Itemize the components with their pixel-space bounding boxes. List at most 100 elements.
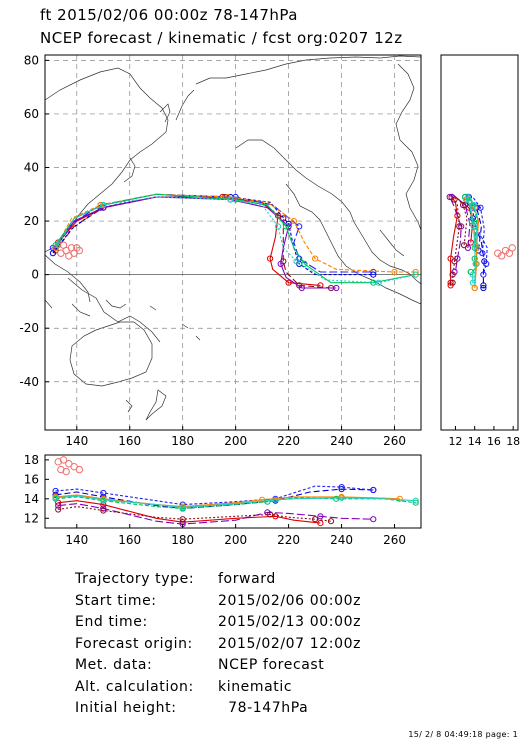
trajectory-marker bbox=[370, 486, 377, 494]
x-tick-label: 14 bbox=[468, 435, 482, 448]
start-marker bbox=[62, 467, 70, 476]
coastline-segment bbox=[71, 303, 91, 317]
trajectory-marker bbox=[327, 518, 335, 525]
info-label: Trajectory type: bbox=[75, 571, 195, 587]
x-tick-label: 180 bbox=[171, 434, 194, 448]
trajectory-line bbox=[58, 503, 374, 525]
info-label: Start time: bbox=[75, 592, 157, 609]
trajectory-marker bbox=[456, 223, 463, 230]
trajectory-marker bbox=[461, 242, 468, 249]
trajectory-marker bbox=[333, 284, 340, 292]
y-tick-label: 18 bbox=[24, 453, 39, 467]
trajectory-marker bbox=[274, 223, 282, 230]
x-tick-label: 240 bbox=[330, 533, 353, 547]
y-tick-label: -40 bbox=[19, 375, 39, 389]
height-panel: 140 160 180 200 220 240 260 12 14 16 18 bbox=[24, 453, 422, 547]
trajectory-marker bbox=[446, 193, 453, 201]
coastline-segment bbox=[45, 299, 53, 309]
coastline-segment bbox=[45, 67, 169, 253]
coastline-segment bbox=[67, 277, 161, 343]
trajectory-marker bbox=[179, 504, 186, 511]
start-marker bbox=[75, 465, 84, 474]
start-marker bbox=[75, 246, 84, 255]
trajectory-marker bbox=[469, 271, 476, 278]
trajectory-line bbox=[57, 196, 416, 284]
side-frame bbox=[440, 54, 519, 431]
coastline-segment bbox=[175, 89, 195, 121]
coastline-segment bbox=[195, 335, 201, 341]
start-marker bbox=[57, 465, 65, 474]
x-tick-label: 160 bbox=[118, 533, 141, 547]
trajectory-marker bbox=[55, 502, 62, 509]
x-tick-label: 180 bbox=[171, 533, 194, 547]
trajectory-marker bbox=[267, 511, 274, 518]
trajectory-marker bbox=[447, 279, 454, 286]
trajectories bbox=[52, 484, 419, 528]
trajectory-line bbox=[58, 506, 332, 522]
trajectory-marker bbox=[179, 516, 186, 523]
coastline-segment bbox=[285, 183, 421, 305]
y-tick-label: -20 bbox=[19, 321, 39, 335]
coastline-segment bbox=[181, 323, 189, 329]
trajectory-marker bbox=[370, 516, 377, 523]
x-tick-label: 200 bbox=[224, 533, 247, 547]
trajectory-marker bbox=[477, 204, 484, 211]
trajectory-marker bbox=[449, 279, 456, 286]
trajectory-marker bbox=[412, 271, 419, 278]
height-frame bbox=[44, 454, 422, 529]
info-value: 2015/02/06 00:00z bbox=[218, 592, 362, 609]
y-tick-label: 60 bbox=[24, 107, 39, 121]
trajectory-marker bbox=[100, 505, 107, 512]
trajectory-marker bbox=[296, 223, 303, 230]
trajectory-marker bbox=[451, 196, 458, 203]
trajectory-marker bbox=[282, 223, 290, 230]
map-frame bbox=[44, 54, 422, 431]
chart-title-line-1: ft 2015/02/06 00:00z 78-147hPa bbox=[40, 6, 298, 24]
coastline-segment bbox=[123, 157, 136, 183]
trajectory-marker bbox=[100, 201, 107, 209]
trajectory-marker bbox=[274, 212, 282, 219]
trajectory-line bbox=[55, 485, 374, 506]
trajectory-marker bbox=[472, 242, 479, 249]
trajectories bbox=[446, 193, 490, 292]
x-tick-label: 140 bbox=[65, 533, 88, 547]
trajectory-marker bbox=[338, 484, 345, 491]
coastline-segment bbox=[69, 321, 153, 387]
trajectory-marker bbox=[473, 244, 480, 251]
trajectory-marker bbox=[469, 279, 476, 286]
coastline-segment bbox=[159, 103, 171, 123]
start-marker bbox=[501, 246, 510, 255]
trajectory-line bbox=[55, 496, 416, 510]
trajectory-marker bbox=[471, 284, 478, 292]
trajectory-marker bbox=[312, 255, 319, 262]
trajectory-marker bbox=[483, 260, 490, 267]
trajectory-marker bbox=[100, 496, 107, 503]
x-tick-label: 18 bbox=[506, 435, 520, 448]
trajectory-marker bbox=[470, 223, 477, 230]
trajectory-marker bbox=[454, 212, 461, 219]
coastline-segment bbox=[149, 305, 157, 311]
trajectory-marker bbox=[458, 223, 465, 230]
trajectory-marker bbox=[277, 260, 284, 267]
trajectory-marker bbox=[285, 279, 292, 286]
info-value: NCEP forecast bbox=[218, 657, 325, 673]
y-tick-label: 16 bbox=[24, 472, 39, 486]
start-marker bbox=[494, 249, 502, 257]
trajectory-marker bbox=[100, 507, 107, 514]
trajectory-line bbox=[58, 500, 321, 524]
trajectory-marker bbox=[338, 486, 345, 493]
chart-title-line-2: NCEP forecast / kinematic / fcst org:020… bbox=[40, 29, 403, 47]
coastline-segment bbox=[395, 63, 421, 231]
y-tick-label: 40 bbox=[24, 161, 39, 175]
start-cluster bbox=[57, 241, 84, 260]
trajectory-line bbox=[464, 193, 478, 273]
trajectory-marker bbox=[472, 260, 479, 267]
coastline-segment bbox=[105, 299, 127, 309]
page-footer: 15/ 2/ 8 04:49:18 page: 1 bbox=[408, 730, 518, 739]
x-tick-label: 220 bbox=[277, 533, 300, 547]
trajectory-marker bbox=[375, 279, 382, 286]
trajectory-line bbox=[55, 488, 374, 510]
coastline-segment bbox=[235, 139, 421, 285]
trajectory-marker bbox=[338, 494, 345, 501]
trajectory-marker bbox=[272, 496, 279, 503]
